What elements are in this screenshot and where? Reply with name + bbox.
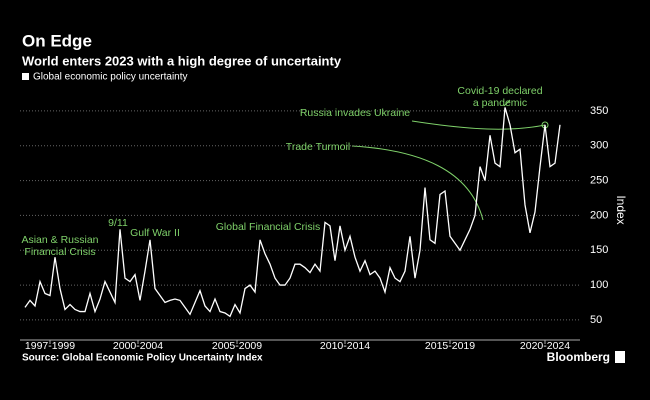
y-tick-label: 100	[590, 279, 608, 291]
x-tick-label: 2010-2014	[320, 340, 370, 352]
x-tick-label: 2005-2009	[212, 340, 262, 352]
x-tick-label: 1997-1999	[25, 340, 75, 352]
source: Source: Global Economic Policy Uncertain…	[22, 353, 263, 364]
y-tick-label: 50	[590, 314, 602, 326]
y-tick-label: 300	[590, 140, 608, 152]
y-tick-label: 250	[590, 174, 608, 186]
brand: Bloomberg	[547, 350, 610, 364]
annotation: Financial Crisis	[24, 246, 95, 258]
brand-icon	[615, 351, 625, 363]
annotation: Trade Turmoil	[286, 141, 350, 153]
chart-subtitle: World enters 2023 with a high degree of …	[22, 53, 342, 68]
y-tick-label: 350	[590, 105, 608, 117]
leader-line	[411, 120, 546, 130]
annotation: 9/11	[108, 217, 128, 229]
annotation: Covid-19 declared	[457, 85, 542, 97]
x-tick-label: 2020-2024	[520, 340, 570, 352]
y-tick-label: 200	[590, 209, 608, 221]
legend-label: Global economic policy uncertainty	[33, 72, 188, 83]
x-tick-label: 2015-2019	[425, 340, 475, 352]
legend-swatch	[22, 73, 29, 80]
y-tick-label: 150	[590, 244, 608, 256]
annotation: a pandemic	[473, 97, 527, 109]
annotation: Global Financial Crisis	[216, 221, 320, 233]
y-axis-label: Index	[614, 195, 628, 224]
series-line	[24, 107, 561, 318]
leader-line	[503, 99, 511, 107]
annotation: Gulf War II	[130, 227, 180, 239]
chart-title: On Edge	[22, 31, 92, 50]
annotation: Asian & Russian	[21, 234, 98, 246]
x-tick-label: 2000-2004	[113, 340, 163, 352]
annotation: Russia invades Ukraine	[300, 107, 410, 119]
